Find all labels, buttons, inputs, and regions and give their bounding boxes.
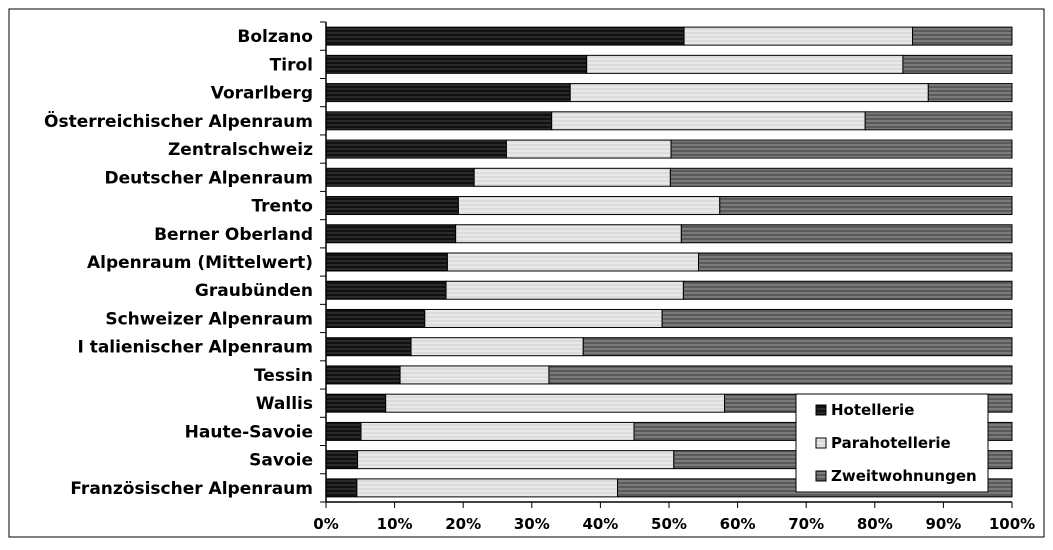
bar-parahotellerie-deutscher-alpenraum bbox=[473, 167, 671, 187]
bar-hotellerie-graub-nden bbox=[325, 280, 447, 300]
legend-label-zweitwohnungen: Zweitwohnungen bbox=[831, 467, 977, 485]
outer-border bbox=[8, 8, 1045, 538]
bar-zweitwohnungen-deutscher-alpenraum bbox=[669, 167, 1013, 187]
x-tick-label: 80% bbox=[857, 515, 893, 533]
legend-swatch-hotellerie bbox=[815, 404, 827, 416]
bar-hotellerie-sterreichischer-alpenraum bbox=[325, 111, 553, 131]
bar-zweitwohnungen-schweizer-alpenraum bbox=[661, 308, 1013, 328]
x-tick-label: 40% bbox=[582, 515, 618, 533]
bar-zweitwohnungen-alpenraum-mittelwert bbox=[698, 252, 1013, 272]
bar-zweitwohnungen-i-talienischer-alpenraum bbox=[582, 337, 1013, 357]
bar-parahotellerie-wallis bbox=[385, 393, 726, 413]
x-tick-label: 90% bbox=[925, 515, 961, 533]
category-label: Trento bbox=[251, 197, 313, 217]
x-tick-label: 100% bbox=[989, 515, 1035, 533]
x-tick-label: 60% bbox=[720, 515, 756, 533]
legend-swatch-parahotellerie bbox=[815, 437, 827, 449]
bar-zweitwohnungen-berner-oberland bbox=[680, 224, 1013, 244]
bar-hotellerie-bolzano bbox=[325, 26, 685, 46]
category-label: Zentralschweiz bbox=[168, 140, 313, 160]
bar-parahotellerie-tessin bbox=[399, 365, 550, 385]
bar-parahotellerie-i-talienischer-alpenraum bbox=[410, 337, 584, 357]
x-tick-label: 10% bbox=[377, 515, 413, 533]
bar-parahotellerie-schweizer-alpenraum bbox=[424, 308, 663, 328]
category-label: Alpenraum (Mittelwert) bbox=[87, 253, 313, 273]
category-label: Graubünden bbox=[195, 281, 313, 301]
bar-hotellerie-tirol bbox=[325, 54, 588, 74]
bar-zweitwohnungen-graub-nden bbox=[682, 280, 1013, 300]
legend-box bbox=[795, 393, 989, 493]
bar-hotellerie-deutscher-alpenraum bbox=[325, 167, 475, 187]
category-label: Deutscher Alpenraum bbox=[105, 168, 313, 188]
bar-parahotellerie-zentralschweiz bbox=[505, 139, 672, 159]
category-label: Tirol bbox=[270, 55, 313, 75]
category-label: Berner Oberland bbox=[154, 225, 313, 245]
category-label: Vorarlberg bbox=[211, 84, 313, 104]
bar-parahotellerie-graub-nden bbox=[445, 280, 684, 300]
bar-hotellerie-i-talienischer-alpenraum bbox=[325, 337, 412, 357]
x-tick-label: 50% bbox=[651, 515, 687, 533]
bar-zweitwohnungen-tirol bbox=[902, 54, 1013, 74]
bar-parahotellerie-sterreichischer-alpenraum bbox=[551, 111, 866, 131]
bar-hotellerie-savoie bbox=[325, 450, 359, 470]
bar-hotellerie-haute-savoie bbox=[325, 421, 362, 441]
bar-parahotellerie-tirol bbox=[586, 54, 904, 74]
bar-hotellerie-trento bbox=[325, 196, 459, 216]
bar-parahotellerie-trento bbox=[457, 196, 721, 216]
bar-zweitwohnungen-trento bbox=[719, 196, 1013, 216]
x-tick-label: 20% bbox=[445, 515, 481, 533]
bar-hotellerie-schweizer-alpenraum bbox=[325, 308, 426, 328]
axes-group bbox=[320, 21, 1013, 508]
legend-swatch-zweitwohnungen bbox=[815, 470, 827, 482]
bar-parahotellerie-savoie bbox=[357, 450, 675, 470]
bar-parahotellerie-haute-savoie bbox=[360, 421, 635, 441]
bar-zweitwohnungen-sterreichischer-alpenraum bbox=[864, 111, 1013, 131]
bar-zweitwohnungen-vorarlberg bbox=[927, 83, 1013, 103]
bar-parahotellerie-vorarlberg bbox=[569, 83, 929, 103]
bar-zweitwohnungen-tessin bbox=[548, 365, 1013, 385]
category-label: Französischer Alpenraum bbox=[70, 479, 313, 499]
legend: Hotellerie Parahotellerie Zweitwohnungen bbox=[795, 393, 989, 493]
category-label: Österreichischer Alpenraum bbox=[44, 110, 313, 132]
bar-hotellerie-tessin bbox=[325, 365, 401, 385]
bars-group bbox=[325, 26, 1013, 498]
bar-parahotellerie-alpenraum-mittelwert bbox=[446, 252, 700, 272]
bar-hotellerie-vorarlberg bbox=[325, 83, 571, 103]
bar-hotellerie-franz-sischer-alpenraum bbox=[325, 478, 358, 498]
category-label: Savoie bbox=[249, 451, 313, 471]
category-label: Bolzano bbox=[237, 27, 313, 47]
x-tick-label: 70% bbox=[788, 515, 824, 533]
bar-parahotellerie-bolzano bbox=[683, 26, 914, 46]
legend-label-parahotellerie: Parahotellerie bbox=[831, 434, 951, 452]
bar-hotellerie-wallis bbox=[325, 393, 387, 413]
bar-hotellerie-zentralschweiz bbox=[325, 139, 507, 159]
x-tick-label: 30% bbox=[514, 515, 550, 533]
category-label: Tessin bbox=[254, 366, 313, 386]
category-label: Wallis bbox=[256, 394, 313, 414]
bar-parahotellerie-franz-sischer-alpenraum bbox=[356, 478, 619, 498]
bar-zweitwohnungen-zentralschweiz bbox=[670, 139, 1013, 159]
bar-hotellerie-berner-oberland bbox=[325, 224, 457, 244]
bar-hotellerie-alpenraum-mittelwert bbox=[325, 252, 448, 272]
x-tick-labels: 0% 10% 20% 30% 40% 50% 60% 70% 80% 90% 100% bbox=[313, 515, 1035, 533]
legend-label-hotellerie: Hotellerie bbox=[831, 401, 914, 419]
category-labels: Bolzano Tirol Vorarlberg Österreichischer A… bbox=[44, 27, 313, 499]
category-label: Haute-Savoie bbox=[185, 422, 313, 442]
category-label: I talienischer Alpenraum bbox=[77, 338, 313, 358]
category-label: Schweizer Alpenraum bbox=[105, 309, 313, 329]
bar-parahotellerie-berner-oberland bbox=[455, 224, 682, 244]
x-tick-label: 0% bbox=[313, 515, 338, 533]
bar-zweitwohnungen-bolzano bbox=[912, 26, 1013, 46]
